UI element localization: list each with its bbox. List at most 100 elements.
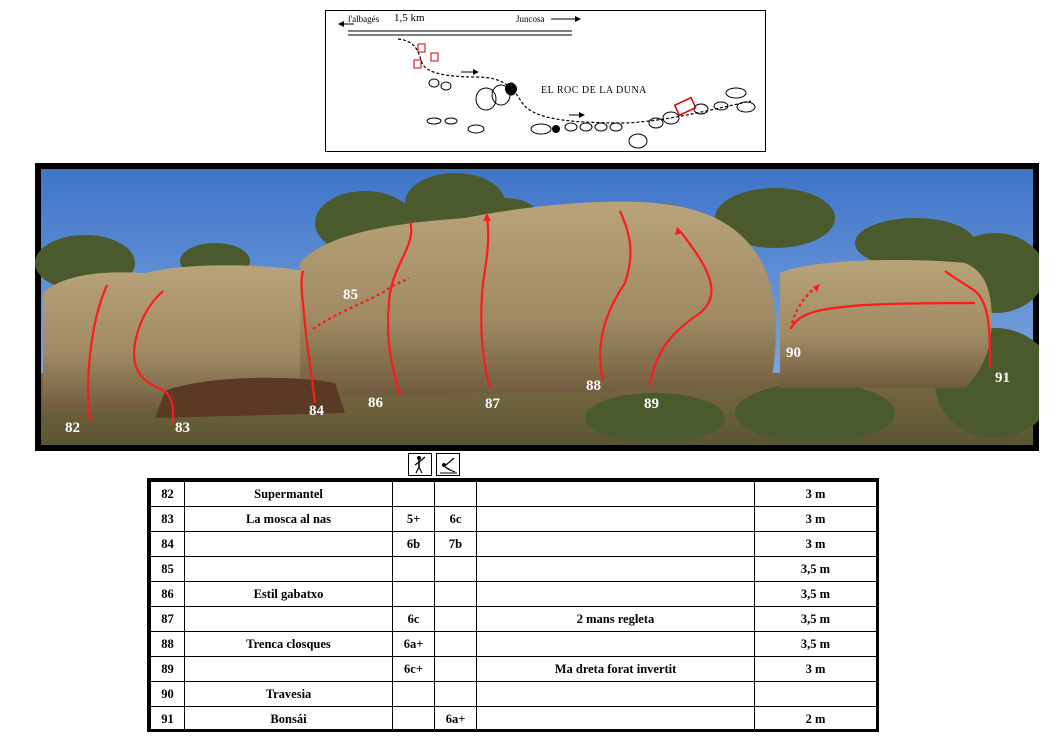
route-note bbox=[476, 481, 755, 507]
route-note bbox=[476, 681, 755, 707]
grade-standing bbox=[392, 556, 435, 582]
grade-standing: 6c+ bbox=[392, 656, 435, 682]
route-line-82 bbox=[87, 284, 109, 422]
table-row: 84 6b 7b 3 m bbox=[150, 531, 877, 557]
grade-sit-start bbox=[434, 631, 477, 657]
boulder-photo: 82 83 84 85 86 87 88 89 90 91 bbox=[35, 163, 1039, 451]
route-number: 82 bbox=[150, 481, 185, 507]
map-right-label: Juncosa bbox=[516, 14, 545, 24]
route-label-86: 86 bbox=[368, 395, 384, 411]
climber-sitting-start-icon bbox=[436, 453, 460, 476]
route-label-83: 83 bbox=[175, 420, 190, 436]
route-lines bbox=[87, 210, 992, 424]
table-row: 90 Travesia bbox=[150, 681, 877, 707]
route-number: 88 bbox=[150, 631, 185, 657]
route-label-89: 89 bbox=[644, 396, 659, 412]
route-line-90 bbox=[789, 301, 976, 330]
route-note bbox=[476, 631, 755, 657]
route-height: 2 m bbox=[754, 706, 877, 732]
table-row: 86 Estil gabatxo 3,5 m bbox=[150, 581, 877, 607]
map-drawing: l'albagés 1,5 km Juncosa EL ROC DE LA DU… bbox=[338, 12, 756, 149]
route-label-82: 82 bbox=[65, 420, 80, 436]
route-note bbox=[476, 556, 755, 582]
grade-standing bbox=[392, 581, 435, 607]
route-label-91: 91 bbox=[995, 370, 1010, 386]
route-name: Travesia bbox=[184, 681, 393, 707]
route-note: Ma dreta forat invertit bbox=[476, 656, 755, 682]
route-note bbox=[476, 506, 755, 532]
route-height bbox=[754, 681, 877, 707]
route-height: 3 m bbox=[754, 531, 877, 557]
grade-standing: 6a+ bbox=[392, 631, 435, 657]
boulder-topo: 82 83 84 85 86 87 88 89 90 91 bbox=[35, 169, 1039, 445]
grade-sit-start: 6a+ bbox=[434, 706, 477, 732]
grade-legend bbox=[408, 453, 461, 477]
route-name bbox=[184, 556, 393, 582]
grade-sit-start bbox=[434, 681, 477, 707]
grade-sit-start bbox=[434, 656, 477, 682]
route-line-85 bbox=[312, 277, 410, 330]
table-row: 85 3,5 m bbox=[150, 556, 877, 582]
route-number: 85 bbox=[150, 556, 185, 582]
route-label-85: 85 bbox=[343, 287, 358, 303]
route-number: 91 bbox=[150, 706, 185, 732]
route-line-87 bbox=[480, 217, 492, 389]
map-tree-icon-2 bbox=[552, 125, 560, 133]
grade-sit-start bbox=[434, 481, 477, 507]
parking-icon bbox=[413, 43, 439, 69]
table-row: 89 6c+ Ma dreta forat invertit 3 m bbox=[150, 656, 877, 682]
route-line-89 bbox=[648, 230, 713, 386]
route-number: 87 bbox=[150, 606, 185, 632]
map-title: EL ROC DE LA DUNA bbox=[541, 85, 647, 96]
grade-sit-start: 6c bbox=[434, 506, 477, 532]
boulder-center bbox=[300, 201, 776, 398]
overhang-shadow bbox=[155, 377, 345, 418]
table-row: 82 Supermantel 3 m bbox=[150, 481, 877, 507]
route-name: La mosca al nas bbox=[184, 506, 393, 532]
route-line-91 bbox=[944, 270, 992, 369]
route-name: Trenca closques bbox=[184, 631, 393, 657]
boulder-right bbox=[780, 260, 992, 388]
map-distance: 1,5 km bbox=[394, 12, 425, 24]
route-height: 3 m bbox=[754, 506, 877, 532]
routes-table: 82 Supermantel 3 m 83 La mosca al nas 5+ 6c 3 m… bbox=[147, 478, 879, 732]
route-note bbox=[476, 706, 755, 732]
route-name bbox=[184, 656, 393, 682]
climber-standing-icon bbox=[408, 453, 432, 476]
route-number: 90 bbox=[150, 681, 185, 707]
route-number: 84 bbox=[150, 531, 185, 557]
route-label-90: 90 bbox=[786, 345, 801, 361]
route-line-88 bbox=[599, 210, 632, 382]
route-note bbox=[476, 531, 755, 557]
grade-standing bbox=[392, 481, 435, 507]
route-name bbox=[184, 606, 393, 632]
route-number: 83 bbox=[150, 506, 185, 532]
route-line-84 bbox=[300, 270, 317, 404]
grade-sit-start bbox=[434, 556, 477, 582]
boulder-left bbox=[43, 265, 309, 413]
grade-standing bbox=[392, 681, 435, 707]
route-label-87: 87 bbox=[485, 396, 501, 412]
route-number: 89 bbox=[150, 656, 185, 682]
approach-track bbox=[397, 38, 752, 124]
grade-standing: 6c bbox=[392, 606, 435, 632]
grade-standing: 6b bbox=[392, 531, 435, 557]
route-label-84: 84 bbox=[309, 403, 325, 419]
table-row: 83 La mosca al nas 5+ 6c 3 m bbox=[150, 506, 877, 532]
route-name: Supermantel bbox=[184, 481, 393, 507]
sector-highlight-box bbox=[673, 96, 697, 117]
route-name: Bonsái bbox=[184, 706, 393, 732]
route-line-86 bbox=[386, 220, 413, 396]
table-row: 88 Trenca closques 6a+ 3,5 m bbox=[150, 631, 877, 657]
route-height: 3,5 m bbox=[754, 581, 877, 607]
route-line-83 bbox=[132, 290, 175, 424]
map-tree-icon bbox=[505, 83, 517, 95]
table-row: 87 6c 2 mans regleta 3,5 m bbox=[150, 606, 877, 632]
grade-sit-start bbox=[434, 581, 477, 607]
grade-sit-start: 7b bbox=[434, 531, 477, 557]
grade-sit-start bbox=[434, 606, 477, 632]
table-row: 91 Bonsái 6a+ 2 m bbox=[150, 706, 877, 732]
route-name: Estil gabatxo bbox=[184, 581, 393, 607]
map-boulders bbox=[426, 78, 756, 149]
route-height: 3,5 m bbox=[754, 556, 877, 582]
